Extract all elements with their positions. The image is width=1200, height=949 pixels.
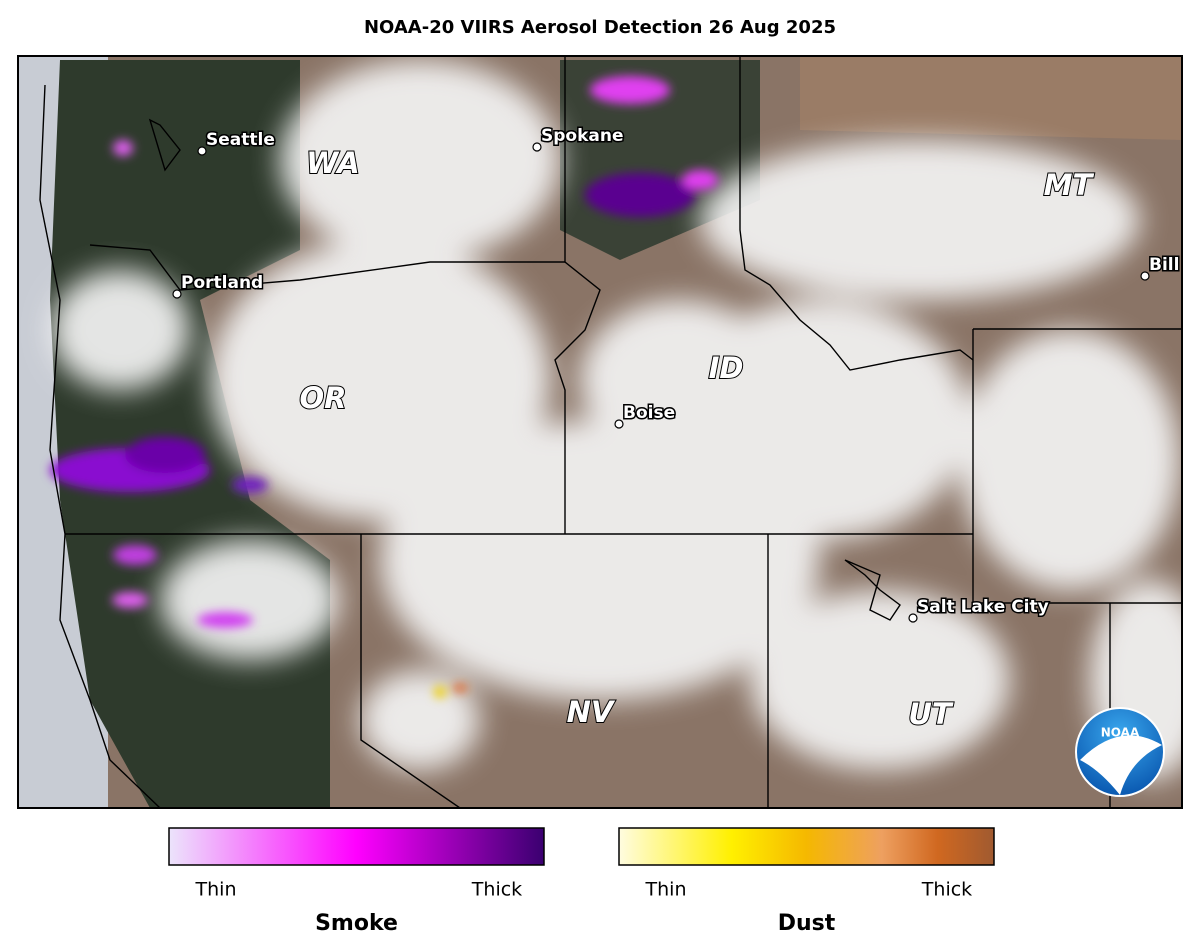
state-label: UT (908, 697, 954, 731)
city-dot (1140, 271, 1150, 281)
title: NOAA-20 VIIRS Aerosol Detection 26 Aug 2… (364, 17, 836, 38)
noaa-logo: NOAA (1075, 707, 1165, 797)
city-label: Spokane (541, 126, 624, 146)
city-label: Bill (1149, 255, 1179, 275)
state-label: OR (300, 381, 347, 415)
colorbar (168, 827, 545, 866)
city-label: Salt Lake City (917, 597, 1049, 617)
state-label: MT (1044, 168, 1095, 202)
city-dot (532, 142, 542, 152)
colorbar-low: Thin (195, 879, 237, 901)
colorbar-title: Smoke (315, 911, 398, 936)
city-label: Seattle (206, 130, 275, 150)
state-label: WA (306, 146, 359, 180)
colorbar-high: Thick (471, 879, 522, 901)
logo-text: NOAA (1101, 726, 1140, 740)
colorbar-title: Dust (778, 911, 836, 936)
state-label: ID (709, 351, 744, 385)
map-imagery (18, 56, 1182, 808)
state-label: NV (567, 695, 616, 729)
city-dot (614, 419, 624, 429)
colorbar (618, 827, 995, 866)
city-dot (197, 146, 207, 156)
map-frame (17, 55, 1183, 809)
colorbar-low: Thin (645, 879, 687, 901)
colorbar-high: Thick (921, 879, 972, 901)
city-label: Boise (623, 403, 675, 423)
city-dot (172, 289, 182, 299)
city-dot (908, 613, 918, 623)
city-label: Portland (181, 273, 263, 293)
